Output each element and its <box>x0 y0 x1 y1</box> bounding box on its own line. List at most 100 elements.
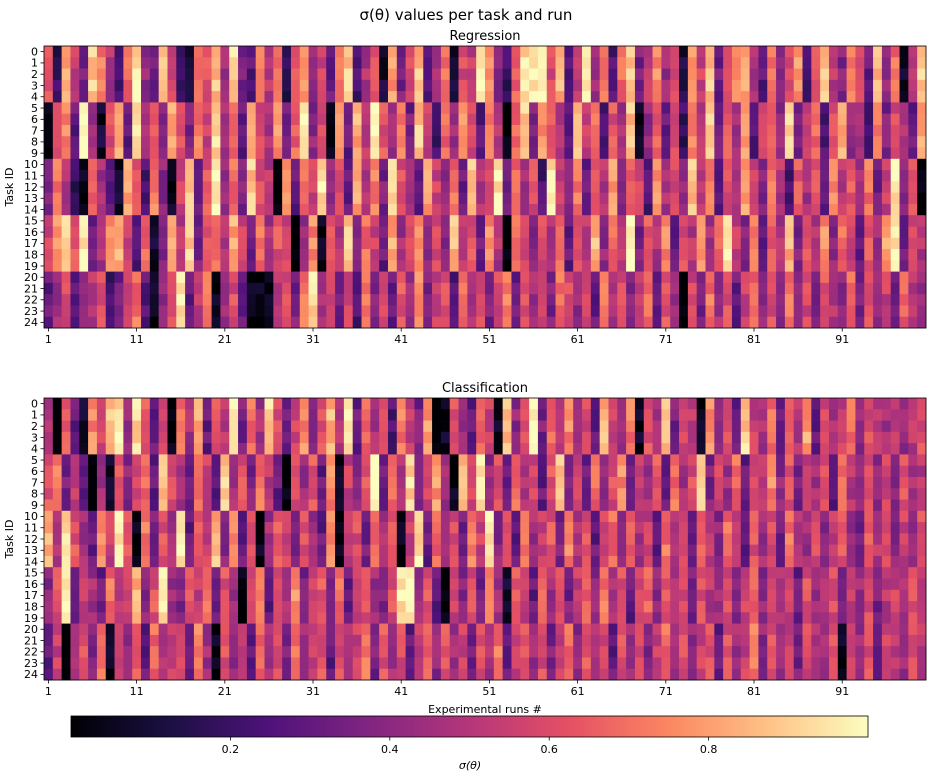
heatmap-cell <box>802 316 812 329</box>
heatmap-cell <box>423 170 433 182</box>
heatmap-cell <box>546 46 556 58</box>
heatmap-cell <box>811 136 821 148</box>
heatmap-cell <box>599 409 609 421</box>
heatmap-cell <box>767 443 777 455</box>
heatmap-cell <box>767 294 777 306</box>
heatmap-cell <box>749 544 759 557</box>
heatmap-cell <box>299 488 309 500</box>
heatmap-cell <box>590 294 601 306</box>
heatmap-cell <box>864 260 874 272</box>
heatmap-cell <box>335 294 345 306</box>
y-tick-label: 4 <box>31 91 38 104</box>
heatmap-cell <box>705 578 715 591</box>
heatmap-cell <box>670 522 680 534</box>
heatmap-cell <box>70 294 80 306</box>
heatmap-cell <box>326 46 336 58</box>
heatmap-cell <box>784 555 795 568</box>
heatmap-cell <box>44 601 54 613</box>
heatmap-cell <box>899 443 909 455</box>
heatmap-cell <box>784 305 795 318</box>
heatmap-cell <box>881 215 892 227</box>
heatmap-cell <box>379 271 389 284</box>
heatmap-cell <box>714 226 724 239</box>
heatmap-cell <box>238 181 248 193</box>
heatmap-cell <box>185 465 195 478</box>
heatmap-cell <box>908 409 918 421</box>
heatmap-cell <box>193 113 204 126</box>
heatmap-cell <box>176 510 186 523</box>
heatmap-cell <box>776 215 786 227</box>
heatmap-cell <box>511 170 521 182</box>
heatmap-cell <box>776 510 786 523</box>
heatmap-cell <box>502 170 512 182</box>
heatmap-cell <box>220 544 230 557</box>
heatmap-cell <box>88 488 98 500</box>
heatmap-cell <box>881 465 892 478</box>
heatmap-cell <box>114 409 124 421</box>
heatmap-cell <box>96 420 107 433</box>
heatmap-cell <box>458 465 468 478</box>
heatmap-cell <box>70 271 80 284</box>
heatmap-cell <box>326 203 336 216</box>
heatmap-cell <box>564 499 574 512</box>
heatmap-cell <box>784 533 795 545</box>
heatmap-cell <box>317 57 327 69</box>
heatmap-cell <box>264 46 274 58</box>
heatmap-cell <box>176 181 186 193</box>
heatmap-cell <box>634 260 645 272</box>
heatmap-cell <box>617 612 627 624</box>
heatmap-cell <box>502 226 512 239</box>
heatmap-cell <box>546 316 556 329</box>
heatmap-cell <box>414 226 424 239</box>
heatmap-cell <box>564 158 574 171</box>
heatmap-cell <box>52 305 62 318</box>
heatmap-cell <box>44 46 54 58</box>
heatmap-cell <box>396 499 406 512</box>
heatmap-cell <box>96 181 107 193</box>
heatmap-cell <box>784 181 795 193</box>
heatmap-cell <box>511 657 521 670</box>
heatmap-cell <box>776 612 786 624</box>
heatmap-cell <box>590 409 601 421</box>
heatmap-cell <box>61 657 71 670</box>
heatmap-cell <box>802 170 812 182</box>
heatmap-cell <box>290 544 301 557</box>
heatmap-cell <box>846 181 856 193</box>
heatmap-cell <box>405 623 415 636</box>
heatmap-cell <box>52 555 62 568</box>
heatmap-cell <box>211 147 221 160</box>
heatmap-cell <box>449 282 459 295</box>
heatmap-cell <box>687 68 698 81</box>
heatmap-cell <box>793 305 803 318</box>
heatmap-cell <box>643 181 653 193</box>
heatmap-cell <box>899 634 909 647</box>
heatmap-cell <box>758 215 768 227</box>
heatmap-cell <box>908 170 918 182</box>
heatmap-cell <box>881 170 892 182</box>
heatmap-cell <box>687 443 698 455</box>
heatmap-cell <box>193 623 204 636</box>
heatmap-cell <box>908 294 918 306</box>
heatmap-cell <box>220 237 230 250</box>
heatmap-cell <box>61 158 71 171</box>
heatmap-cell <box>326 510 336 523</box>
heatmap-cell <box>202 646 212 658</box>
heatmap-cell <box>149 476 160 489</box>
heatmap-cell <box>767 68 777 81</box>
heatmap-cell <box>564 249 574 261</box>
heatmap-cell <box>432 113 442 126</box>
heatmap-cell <box>290 226 301 239</box>
heatmap-cell <box>846 522 856 534</box>
heatmap-cell <box>458 420 468 433</box>
heatmap-cell <box>432 443 442 455</box>
heatmap-cell <box>652 124 662 137</box>
heatmap-cell <box>855 102 865 115</box>
heatmap-cell <box>555 465 565 478</box>
heatmap-cell <box>458 316 468 329</box>
heatmap-cell <box>582 46 592 58</box>
heatmap-cell <box>370 634 380 647</box>
heatmap-cell <box>740 91 750 103</box>
heatmap-cell <box>493 68 503 81</box>
regression-title: Regression <box>449 29 520 44</box>
heatmap-cell <box>626 46 636 58</box>
